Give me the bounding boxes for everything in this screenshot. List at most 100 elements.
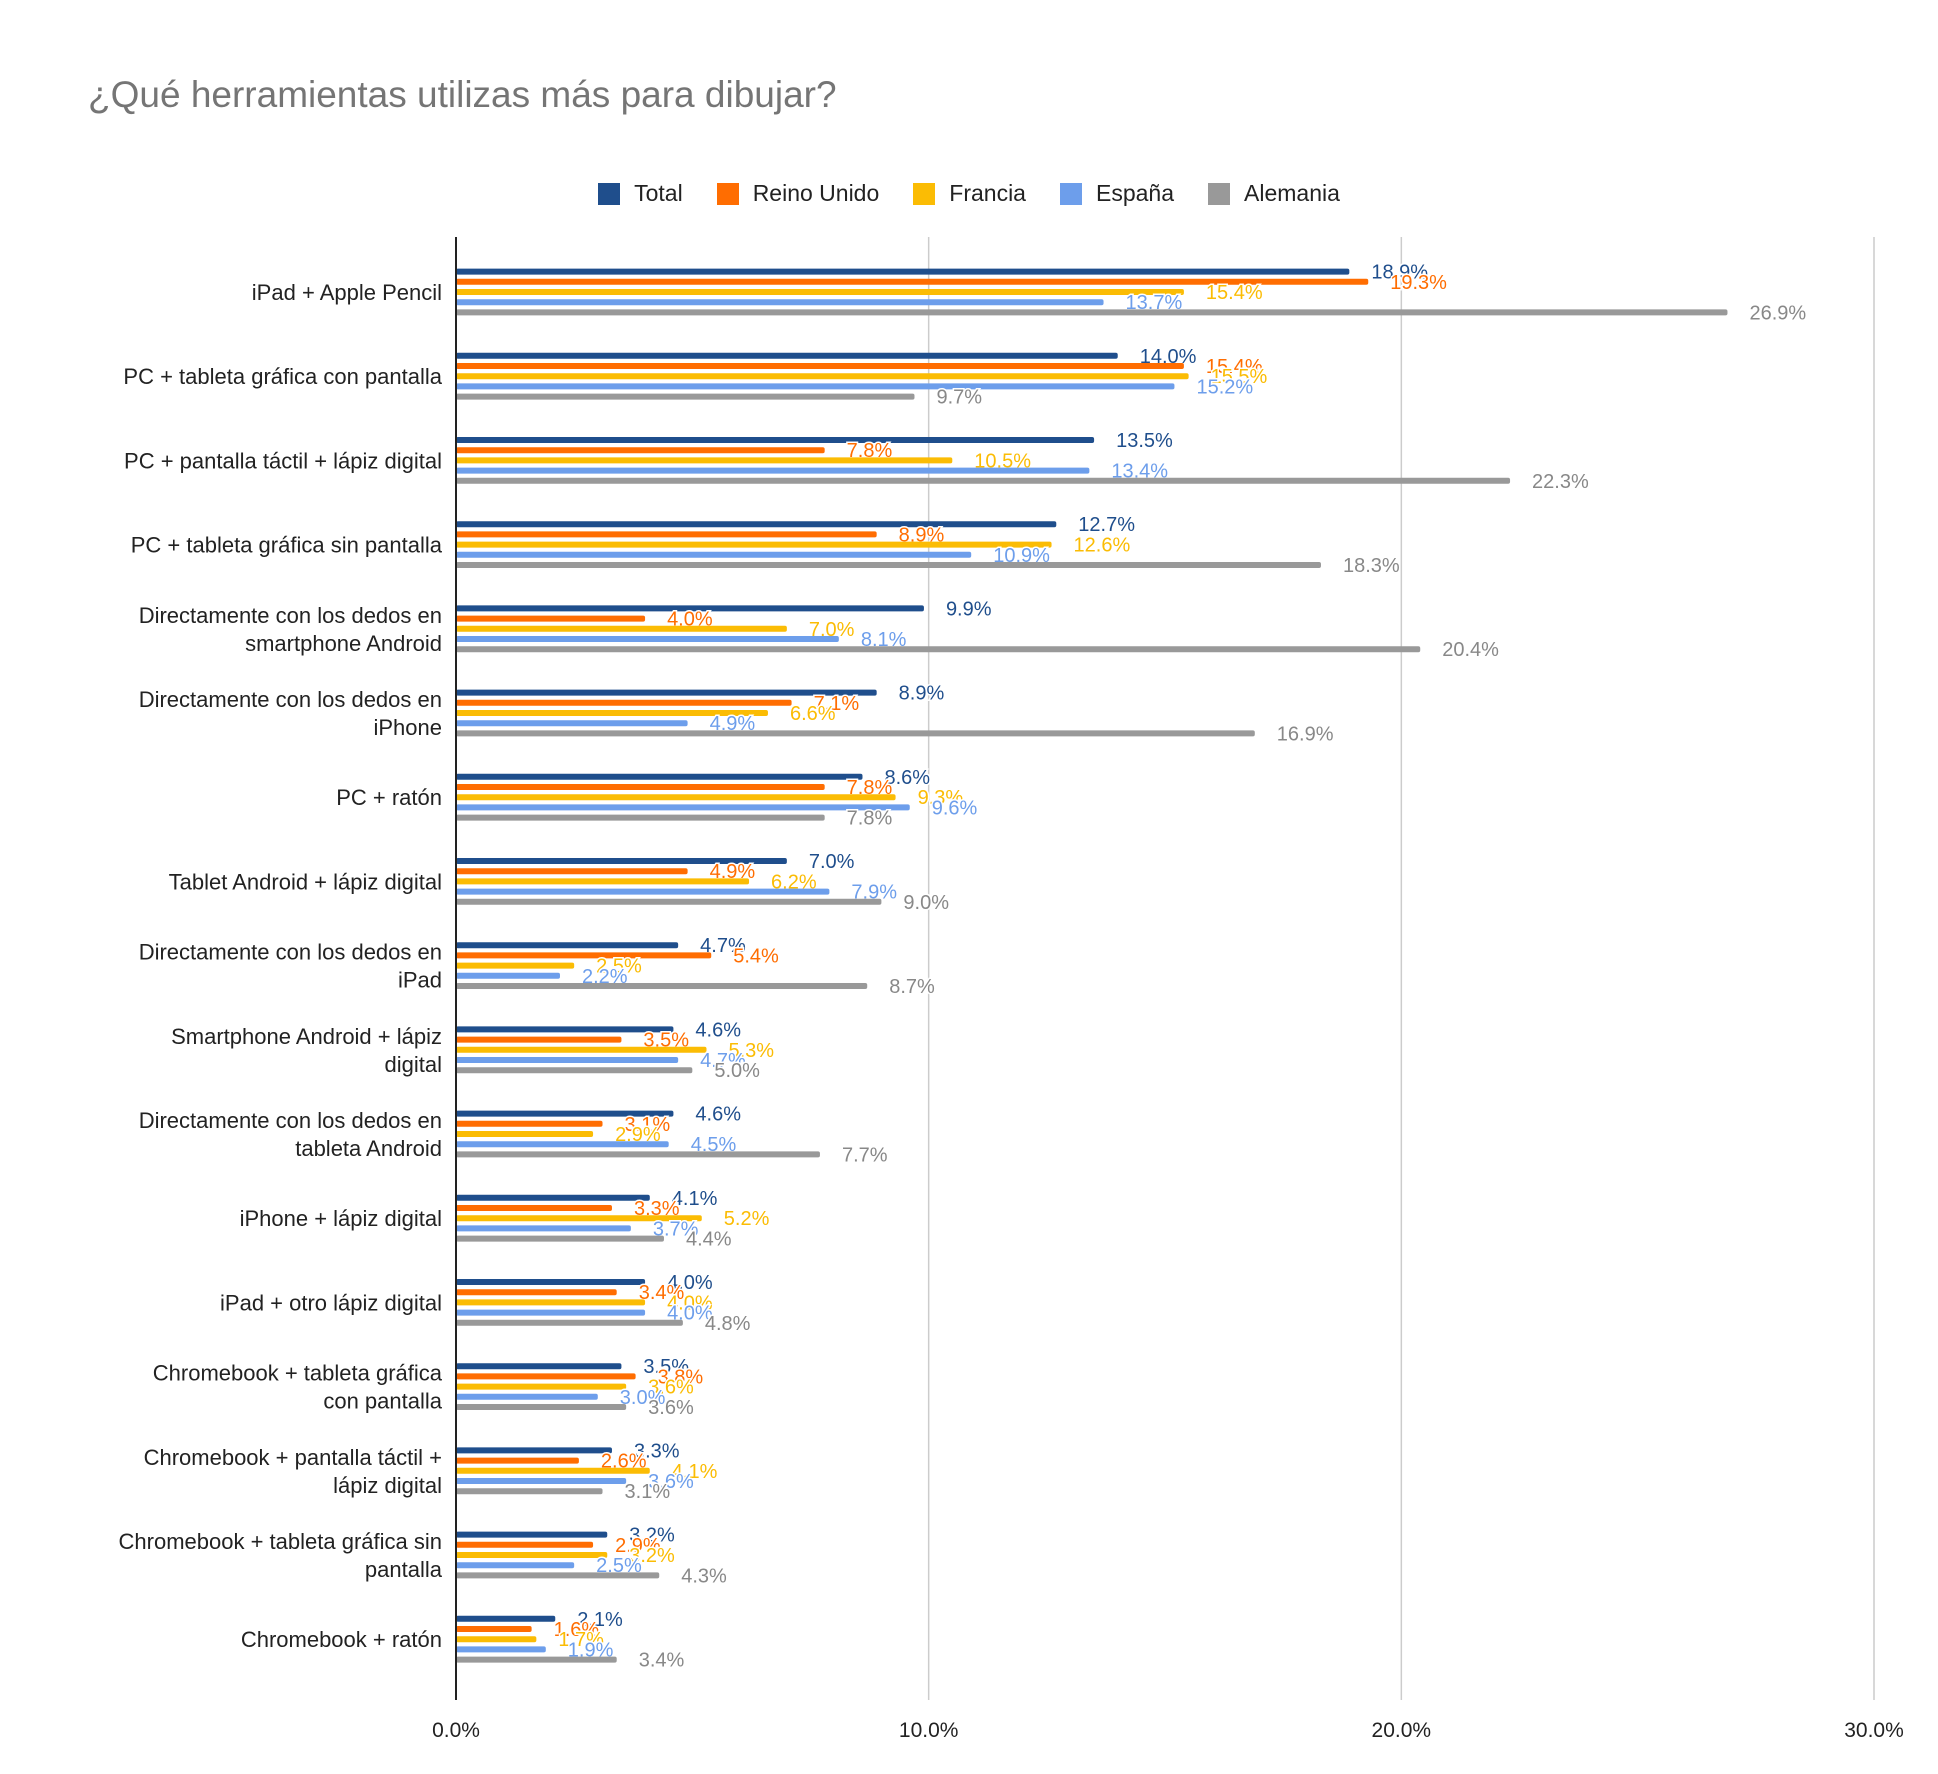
data-label: 9.3%	[918, 787, 964, 809]
data-label: 15.2%	[1196, 376, 1253, 398]
category-label: Directamente con los dedos en iPhone	[139, 687, 442, 740]
bar	[456, 268, 1350, 275]
bar	[456, 1289, 617, 1296]
bar	[456, 962, 575, 969]
bar	[456, 646, 1421, 653]
category-label-line: Tablet Android + lápiz digital	[169, 869, 442, 894]
category-label: Chromebook + tableta gráfica sin pantalla	[119, 1529, 443, 1582]
bar	[456, 625, 787, 632]
legend-swatch	[598, 182, 621, 205]
bar	[456, 1393, 598, 1400]
data-label: 4.1%	[672, 1461, 718, 1483]
data-label: 3.7%	[653, 1218, 699, 1240]
bar	[456, 1309, 646, 1316]
bar	[456, 1531, 608, 1538]
bar	[456, 615, 646, 622]
bar	[456, 1131, 594, 1137]
bar	[456, 794, 896, 801]
data-label: 3.8%	[658, 1366, 704, 1388]
bar	[456, 352, 1118, 359]
legend-swatch	[1059, 182, 1082, 205]
bar	[456, 804, 910, 811]
data-label: 8.9%	[899, 683, 945, 705]
data-label: 13.5%	[1116, 430, 1173, 452]
data-label: 3.1%	[625, 1114, 671, 1136]
bar	[456, 393, 915, 400]
bar	[456, 1026, 674, 1033]
category-label-line: PC + pantalla táctil + lápiz digital	[124, 448, 442, 473]
bar	[456, 477, 1511, 484]
bar	[456, 289, 1184, 295]
legend-item: Reino Unido	[716, 180, 880, 207]
bar	[456, 689, 877, 696]
data-label: 4.8%	[705, 1313, 751, 1335]
category-label-line: iPad	[398, 968, 442, 993]
bar	[456, 1194, 650, 1201]
bar	[456, 1373, 636, 1380]
data-label: 3.4%	[639, 1650, 685, 1672]
data-label: 3.2%	[629, 1525, 675, 1547]
legend-item: Alemania	[1208, 180, 1340, 207]
legend-label: Reino Unido	[752, 180, 880, 206]
category-label-line: PC + tableta gráfica con pantalla	[123, 364, 442, 389]
legend-label: Francia	[949, 180, 1026, 206]
data-label: 15.5%	[1211, 366, 1268, 388]
data-label: 3.6%	[648, 1471, 694, 1493]
data-label: 7.8%	[847, 808, 893, 830]
data-label: 26.9%	[1749, 302, 1806, 324]
category-label-line: iPhone + lápiz digital	[240, 1206, 442, 1231]
bar	[456, 814, 825, 821]
category-label: PC + pantalla táctil + lápiz digital	[124, 448, 442, 473]
bar	[456, 1562, 575, 1569]
data-label: 4.3%	[681, 1565, 727, 1587]
bar	[456, 1120, 603, 1127]
bar	[456, 363, 1184, 369]
bar	[456, 773, 863, 780]
bar	[456, 1036, 622, 1043]
legend-label: España	[1095, 180, 1174, 206]
data-label: 2.9%	[615, 1535, 661, 1557]
category-label: PC + ratón	[336, 785, 442, 810]
legend-swatch	[1208, 182, 1230, 205]
data-label: 2.5%	[596, 956, 642, 978]
bar	[456, 1363, 622, 1370]
data-label: 5.0%	[714, 1060, 760, 1082]
category-label-line: iPhone	[373, 715, 442, 740]
legend-item: Total	[598, 180, 683, 207]
data-label: 7.0%	[809, 851, 855, 873]
data-label: 5.4%	[733, 945, 779, 967]
bar	[456, 373, 1189, 380]
category-label-line: lápiz digital	[333, 1473, 442, 1498]
bar	[456, 1541, 594, 1548]
bar	[456, 730, 1255, 737]
data-label: 1.6%	[554, 1619, 600, 1641]
bar	[456, 1215, 702, 1222]
bar	[456, 1404, 627, 1410]
legend-item: Francia	[913, 180, 1026, 207]
data-label: 4.1%	[672, 1188, 718, 1210]
data-label: 15.4%	[1206, 356, 1263, 378]
bar	[456, 551, 972, 558]
bar	[456, 447, 825, 454]
data-label: 12.7%	[1078, 514, 1135, 536]
category-label-line: iPad + otro lápiz digital	[220, 1290, 442, 1315]
category-label: Chromebook + tableta gráfica con pantalla	[153, 1361, 443, 1414]
bar	[456, 898, 882, 905]
data-label: 3.5%	[643, 1356, 689, 1378]
category-label-line: Smartphone Android + lápiz	[171, 1024, 442, 1049]
bar	[456, 1552, 608, 1558]
data-label: 9.0%	[903, 892, 949, 914]
bar	[456, 1151, 820, 1158]
bar	[456, 636, 839, 642]
bar	[456, 699, 792, 706]
bar	[456, 1646, 546, 1653]
data-label: 2.1%	[577, 1609, 623, 1631]
data-label: 16.9%	[1277, 723, 1334, 745]
category-label-line: iPad + Apple Pencil	[252, 280, 442, 305]
bar	[456, 1488, 603, 1495]
bar	[456, 562, 1321, 568]
bar	[456, 1205, 612, 1211]
bar	[456, 605, 924, 612]
category-label: Directamente con los dedos en smartphone …	[139, 603, 442, 656]
